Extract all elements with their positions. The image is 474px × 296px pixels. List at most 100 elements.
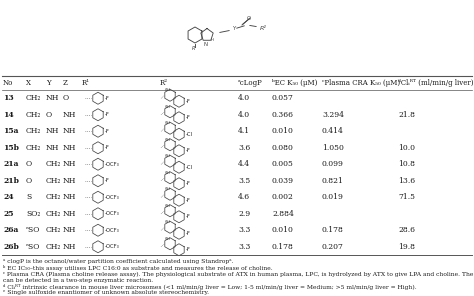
Text: CH₂: CH₂	[46, 226, 61, 234]
Text: Y: Y	[232, 27, 236, 31]
Text: 0.178: 0.178	[322, 226, 344, 234]
Text: 4.4: 4.4	[238, 160, 250, 168]
Text: 3.3: 3.3	[238, 226, 250, 234]
Text: O: O	[63, 94, 69, 102]
Text: CH₂: CH₂	[26, 144, 41, 152]
Text: (S): (S)	[165, 204, 171, 208]
Text: 0.019: 0.019	[322, 193, 344, 201]
Text: 3.3: 3.3	[238, 243, 250, 251]
Text: O: O	[26, 160, 32, 168]
Text: ᵉSO: ᵉSO	[26, 226, 40, 234]
Text: 71.5: 71.5	[398, 193, 415, 201]
Text: 2.884: 2.884	[272, 210, 294, 218]
Text: 0.099: 0.099	[322, 160, 344, 168]
Text: 4.1: 4.1	[238, 127, 250, 135]
Text: ᶜPlasma CRA K₅₀ (μM): ᶜPlasma CRA K₅₀ (μM)	[322, 79, 400, 87]
Text: (S): (S)	[165, 138, 171, 142]
Text: 0.366: 0.366	[272, 111, 294, 119]
Text: Z: Z	[63, 79, 68, 87]
Text: -OCF₃: -OCF₃	[105, 211, 120, 216]
Text: NH: NH	[63, 127, 76, 135]
Text: 0.821: 0.821	[322, 177, 344, 185]
Text: NH: NH	[63, 144, 76, 152]
Text: (S): (S)	[165, 171, 171, 175]
Text: NH: NH	[46, 94, 59, 102]
Text: 13: 13	[3, 94, 14, 102]
Text: 0.010: 0.010	[272, 226, 294, 234]
Text: 21a: 21a	[3, 160, 18, 168]
Text: 3.294: 3.294	[322, 111, 344, 119]
Text: 25: 25	[3, 210, 13, 218]
Text: -F: -F	[105, 96, 110, 101]
Text: (S): (S)	[165, 220, 171, 224]
Text: R²: R²	[260, 25, 266, 30]
Text: (S): (S)	[165, 187, 171, 191]
Text: ᵈ Clᵢᴿᵀ intrinsic clearance in mouse liver microsomes (<1 ml/min/g liver = Low; : ᵈ Clᵢᴿᵀ intrinsic clearance in mouse liv…	[3, 284, 417, 290]
Text: 24: 24	[3, 193, 14, 201]
Text: 28.6: 28.6	[398, 226, 415, 234]
Text: -F: -F	[185, 214, 191, 219]
Text: NH: NH	[46, 127, 59, 135]
Text: -OCF₃: -OCF₃	[105, 162, 120, 167]
Text: R¹: R¹	[82, 79, 90, 87]
Text: CH₂: CH₂	[46, 243, 61, 251]
Text: ᵇ EC IC₅₀–this assay utilises LPC C16:0 as substrate and measures the release of: ᵇ EC IC₅₀–this assay utilises LPC C16:0 …	[3, 265, 273, 271]
Text: -OCF₃: -OCF₃	[105, 244, 120, 249]
Text: SO₂: SO₂	[26, 210, 40, 218]
Text: 26a: 26a	[3, 226, 18, 234]
Text: 4.0: 4.0	[238, 94, 250, 102]
Text: 3.5: 3.5	[238, 177, 250, 185]
Text: -OCF₃: -OCF₃	[105, 195, 120, 200]
Text: 0.080: 0.080	[272, 144, 294, 152]
Text: (S): (S)	[165, 105, 171, 109]
Text: NH: NH	[63, 193, 76, 201]
Text: can be detected in a two-step enzymatic reaction.: can be detected in a two-step enzymatic …	[3, 278, 153, 283]
Text: ᵉSO: ᵉSO	[26, 243, 40, 251]
Text: 15b: 15b	[3, 144, 19, 152]
Text: NH: NH	[63, 177, 76, 185]
Text: 0.414: 0.414	[322, 127, 344, 135]
Text: (S): (S)	[165, 154, 171, 158]
Text: 1.050: 1.050	[322, 144, 344, 152]
Text: ᵈClᵢᴿᵀ (ml/min/g liver): ᵈClᵢᴿᵀ (ml/min/g liver)	[398, 79, 474, 87]
Text: 0.010: 0.010	[272, 127, 294, 135]
Text: 10.8: 10.8	[398, 160, 415, 168]
Text: 0.207: 0.207	[322, 243, 344, 251]
Text: N: N	[204, 41, 208, 46]
Text: 0.057: 0.057	[272, 94, 294, 102]
Text: -Cl: -Cl	[185, 165, 192, 170]
Text: 4.6: 4.6	[238, 193, 250, 201]
Text: 21b: 21b	[3, 177, 19, 185]
Text: 14: 14	[3, 111, 14, 119]
Text: S: S	[26, 193, 31, 201]
Text: -F: -F	[185, 198, 191, 203]
Text: 26b: 26b	[3, 243, 19, 251]
Text: O: O	[46, 111, 52, 119]
Text: CH₂: CH₂	[26, 111, 41, 119]
Text: R²: R²	[160, 79, 168, 87]
Text: 0.002: 0.002	[272, 193, 294, 201]
Text: -Cl: -Cl	[185, 132, 192, 137]
Text: -F: -F	[185, 231, 191, 236]
Text: 4.0: 4.0	[238, 111, 250, 119]
Text: ᵃcLogP: ᵃcLogP	[238, 79, 263, 87]
Text: -F: -F	[105, 145, 110, 150]
Text: NH: NH	[46, 144, 59, 152]
Text: CH₂: CH₂	[46, 193, 61, 201]
Text: CH₂: CH₂	[46, 210, 61, 218]
Text: 0.005: 0.005	[272, 160, 294, 168]
Text: H: H	[210, 38, 213, 42]
Text: (S): (S)	[165, 121, 171, 125]
Text: X: X	[26, 79, 31, 87]
Text: NH: NH	[63, 210, 76, 218]
Text: -F: -F	[185, 99, 191, 104]
Text: 15a: 15a	[3, 127, 18, 135]
Text: 19.8: 19.8	[398, 243, 415, 251]
Text: -F: -F	[105, 178, 110, 183]
Text: 0.178: 0.178	[272, 243, 294, 251]
Text: O: O	[26, 177, 32, 185]
Text: 3.6: 3.6	[238, 144, 250, 152]
Text: No: No	[3, 79, 13, 87]
Text: NH: NH	[63, 160, 76, 168]
Text: CH₂: CH₂	[26, 127, 41, 135]
